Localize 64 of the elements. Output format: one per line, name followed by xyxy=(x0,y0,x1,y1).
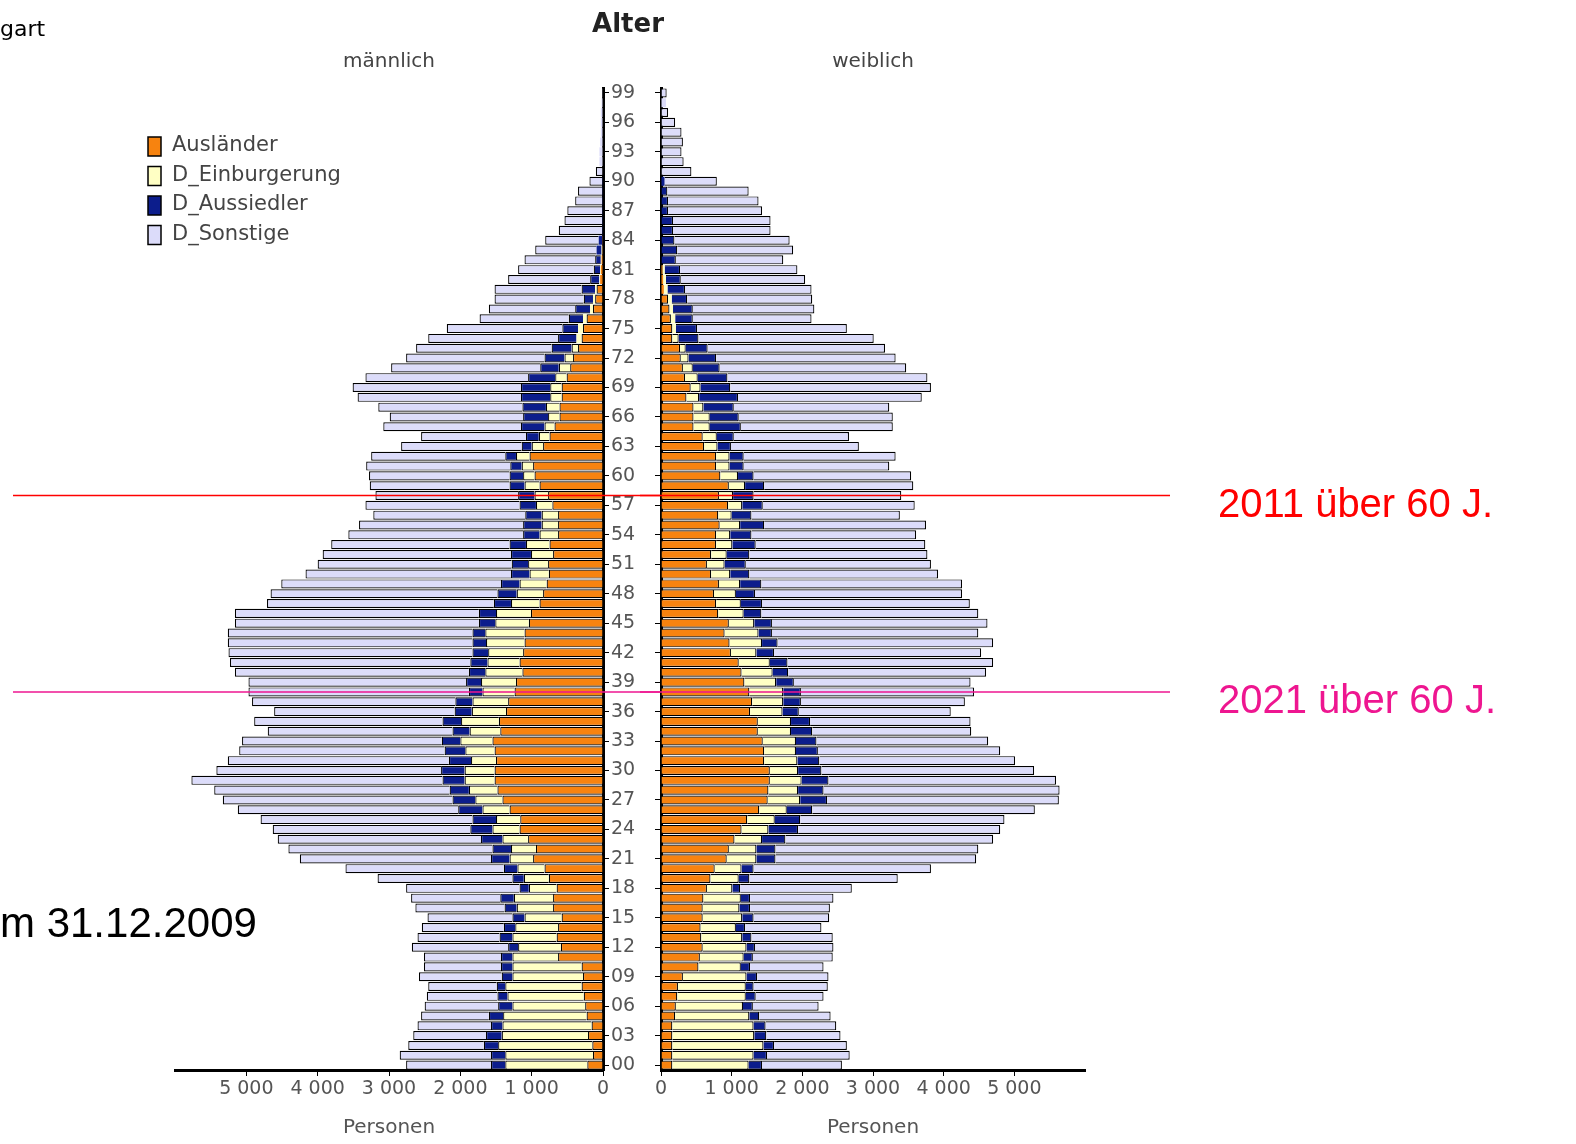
legend-label: Ausländer xyxy=(172,132,278,157)
chart-title: männlich xyxy=(343,48,435,73)
y-tick-label: 66 xyxy=(611,403,636,426)
y-tick-label: 39 xyxy=(611,669,636,692)
y-tick-label: 54 xyxy=(611,521,636,544)
y-tick-label: 63 xyxy=(611,433,636,456)
x-tick-label: 5 000 xyxy=(219,1076,274,1099)
y-tick-label: 96 xyxy=(611,109,636,132)
y-tick-label: 36 xyxy=(611,698,636,721)
y-tick-label: 84 xyxy=(611,227,636,250)
bar xyxy=(661,98,666,108)
text: gart xyxy=(0,15,46,41)
x-tick-label: 3 000 xyxy=(845,1076,901,1099)
y-tick-label: 75 xyxy=(611,315,636,338)
y-tick-label: 81 xyxy=(611,256,636,279)
chart-title: weiblich xyxy=(832,48,914,73)
y-tick-label: 57 xyxy=(611,492,636,515)
x-tick-label: 0 xyxy=(596,1076,610,1099)
bar xyxy=(590,304,594,314)
x-tick-label: 4 000 xyxy=(290,1076,345,1099)
y-tick-label: 72 xyxy=(611,344,636,367)
y-tick-label: 06 xyxy=(611,993,636,1016)
y-tick-label: 03 xyxy=(611,1022,636,1045)
y-tick-label: 21 xyxy=(611,845,636,868)
y-tick-label: 42 xyxy=(611,639,636,662)
bar xyxy=(661,176,665,186)
y-tick-label: 12 xyxy=(611,934,636,957)
y-tick-label: 00 xyxy=(611,1052,636,1075)
legend-label: D_Aussiedler xyxy=(172,191,309,217)
x-tick-label: 1 000 xyxy=(704,1076,759,1099)
y-tick-label: 27 xyxy=(611,786,636,809)
ref-line-label: 2021 über 60 J. xyxy=(1218,676,1496,721)
y-tick-label: 93 xyxy=(611,138,636,161)
y-tick-label: 90 xyxy=(611,168,636,191)
y-tick-label: 99 xyxy=(611,79,636,102)
x-tick-label: 4 000 xyxy=(916,1076,971,1099)
y-tick-label: 45 xyxy=(611,610,636,633)
bar xyxy=(583,314,587,324)
bar xyxy=(593,294,596,304)
y-tick-label: 51 xyxy=(611,551,636,574)
x-tick-label: 5 000 xyxy=(987,1076,1042,1099)
x-tick-label: 1 000 xyxy=(504,1076,559,1099)
y-tick-label: 24 xyxy=(611,816,636,839)
y-axis-title: Alter xyxy=(592,7,665,38)
legend-label: D_Sonstige xyxy=(172,220,290,246)
x-tick-label: 2 000 xyxy=(775,1076,830,1099)
y-tick-label: 87 xyxy=(611,197,636,220)
y-tick-label: 30 xyxy=(611,757,636,780)
x-tick-label: 3 000 xyxy=(361,1076,417,1099)
y-tick-label: 78 xyxy=(611,286,636,309)
ref-line-label: 2011 über 60 J. xyxy=(1218,480,1494,525)
legend-label: D_Einburgerung xyxy=(172,161,341,187)
y-tick-label: 69 xyxy=(611,374,636,397)
annotation: m 31.12.2009 xyxy=(0,898,257,946)
y-tick-label: 15 xyxy=(611,904,636,927)
x-tick-label: 2 000 xyxy=(433,1076,488,1099)
y-tick-label: 18 xyxy=(611,875,636,898)
x-tick-label: 0 xyxy=(654,1076,668,1099)
y-tick-label: 48 xyxy=(611,580,636,603)
y-tick-label: 09 xyxy=(611,963,636,986)
x-axis-title: Personen xyxy=(826,1114,920,1139)
y-tick-label: 60 xyxy=(611,462,636,485)
x-axis-title: Personen xyxy=(342,1114,436,1139)
y-tick-label: 33 xyxy=(611,727,636,750)
